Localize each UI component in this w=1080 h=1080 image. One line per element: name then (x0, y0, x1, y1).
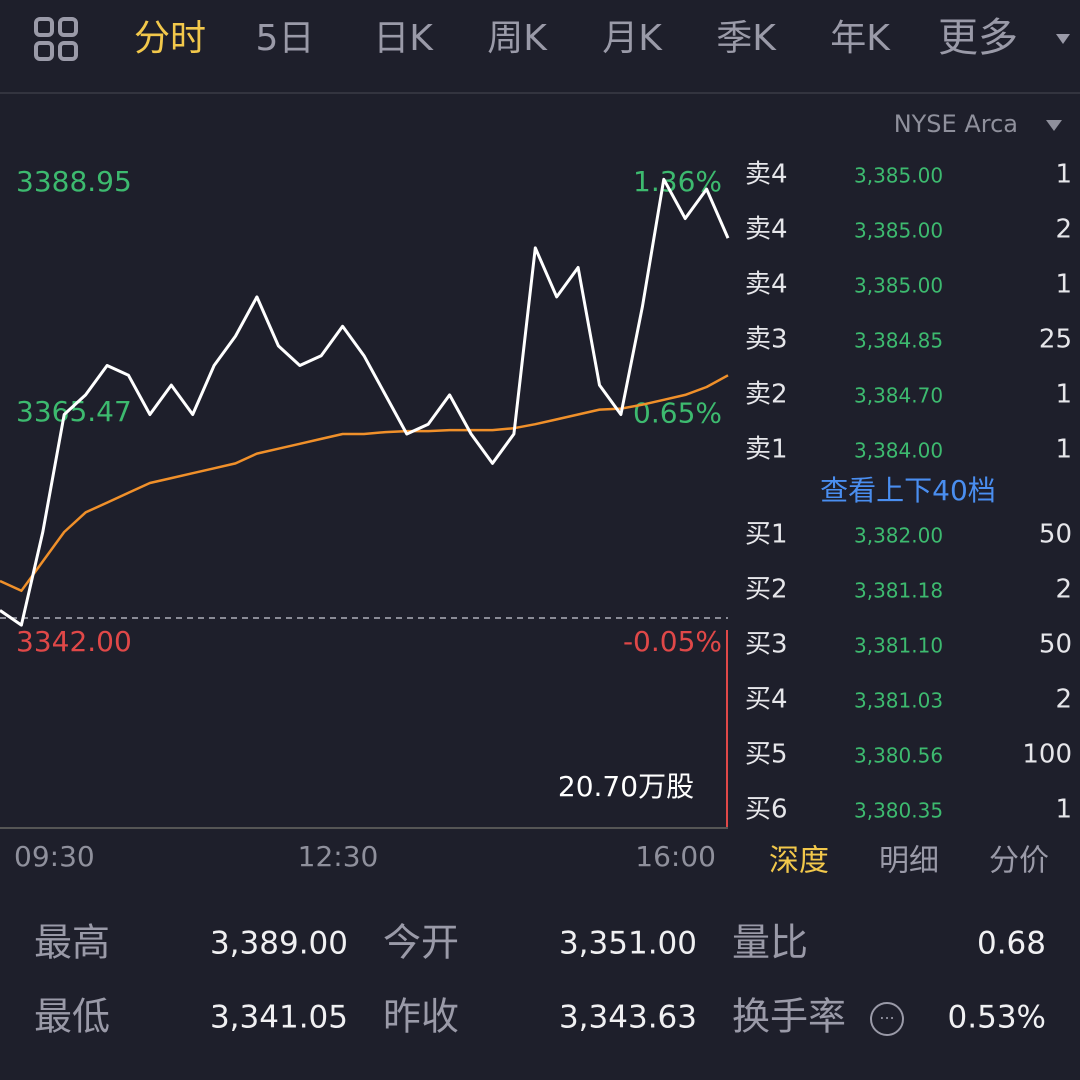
exchange[interactable]: NYSE Arca (894, 110, 1018, 138)
book-label: 卖2 (745, 380, 788, 410)
stat-label: 昨收 (383, 995, 459, 1039)
tab[interactable]: 季K (716, 18, 777, 59)
book-label: 买1 (745, 520, 788, 550)
book-qty: 100 (1022, 740, 1072, 770)
book-label: 卖4 (745, 215, 788, 245)
y-tick-label: 3342.00 (16, 625, 132, 658)
book-qty: 50 (1039, 630, 1072, 660)
book-tab[interactable]: 明细 (879, 844, 939, 879)
book-qty: 2 (1055, 685, 1072, 715)
y2-tick-label: 0.65% (633, 397, 722, 430)
book-price: 3,381.03 (854, 689, 943, 713)
book-label: 买6 (745, 795, 788, 825)
tab[interactable]: 日K (373, 18, 434, 59)
book-price: 3,384.00 (854, 439, 943, 463)
stat-label: 量比 (732, 921, 808, 965)
stat-value: 3,389.00 (210, 926, 348, 962)
book-qty: 1 (1055, 160, 1072, 190)
tab[interactable]: 分时 (134, 18, 206, 59)
stat-value: 3,343.63 (559, 1000, 697, 1036)
more-arrow[interactable] (1056, 34, 1070, 44)
book-price: 3,380.35 (854, 799, 943, 823)
book-qty: 2 (1055, 215, 1072, 245)
book-tab[interactable]: 分价 (989, 844, 1049, 879)
book-price: 3,385.00 (854, 274, 943, 298)
info-icon-dots: ··· (879, 1009, 894, 1028)
tab[interactable]: 月K (602, 18, 663, 59)
price-line (0, 177, 730, 627)
book-price: 3,384.70 (854, 384, 943, 408)
book-price: 3,381.10 (854, 634, 943, 658)
tab[interactable]: 5日 (256, 18, 315, 59)
tab[interactable]: 年K (830, 18, 891, 59)
book-label: 卖4 (745, 160, 788, 190)
tab[interactable]: 更多 (938, 15, 1018, 61)
book-qty: 2 (1055, 575, 1072, 605)
book-label: 卖1 (745, 435, 788, 465)
y-tick-label: 3388.95 (16, 165, 132, 198)
exchange-arrow[interactable] (1046, 120, 1062, 131)
y-tick-label: 3365.47 (16, 395, 132, 428)
book-price: 3,382.00 (854, 524, 943, 548)
book-qty: 25 (1039, 325, 1072, 355)
info-icon[interactable] (870, 1002, 904, 1036)
book-price: 3,385.00 (854, 164, 943, 188)
book-label: 买4 (745, 685, 788, 715)
stat-label: 最高 (34, 921, 110, 965)
stat-value: 0.68 (977, 926, 1046, 962)
book-qty: 50 (1039, 520, 1072, 550)
menu-icon[interactable] (34, 17, 78, 61)
book-label: 卖4 (745, 270, 788, 300)
stat-label: 今开 (383, 921, 459, 965)
book-label: 买3 (745, 630, 788, 660)
book-qty: 1 (1055, 435, 1072, 465)
book-qty: 1 (1055, 795, 1072, 825)
book-price: 3,381.18 (854, 579, 943, 603)
y2-tick-label: -0.05% (623, 625, 722, 658)
book-price: 3,380.56 (854, 744, 943, 768)
book-qty: 1 (1055, 380, 1072, 410)
book-qty: 1 (1055, 270, 1072, 300)
book-price: 3,384.85 (854, 329, 943, 353)
book-label: 买5 (745, 740, 788, 770)
x-label: 16:00 (635, 840, 716, 873)
book-price: 3,385.00 (854, 219, 943, 243)
book-tab[interactable]: 深度 (769, 844, 829, 879)
book-label: 买2 (745, 575, 788, 605)
stat-value: 0.53% (948, 1000, 1046, 1036)
volume-label: 20.70万股 (558, 770, 694, 803)
more-levels[interactable]: 查看上下40档 (820, 474, 996, 507)
book-label: 卖3 (745, 325, 788, 355)
stat-value: 3,341.05 (210, 1000, 348, 1036)
price-line (0, 374, 729, 593)
stat-value: 3,351.00 (559, 926, 697, 962)
x-label: 09:30 (14, 840, 95, 873)
tab[interactable]: 周K (487, 18, 548, 59)
stat-label: 最低 (34, 995, 110, 1039)
stat-label: 换手率 (732, 995, 846, 1039)
x-label: 12:30 (298, 840, 379, 873)
